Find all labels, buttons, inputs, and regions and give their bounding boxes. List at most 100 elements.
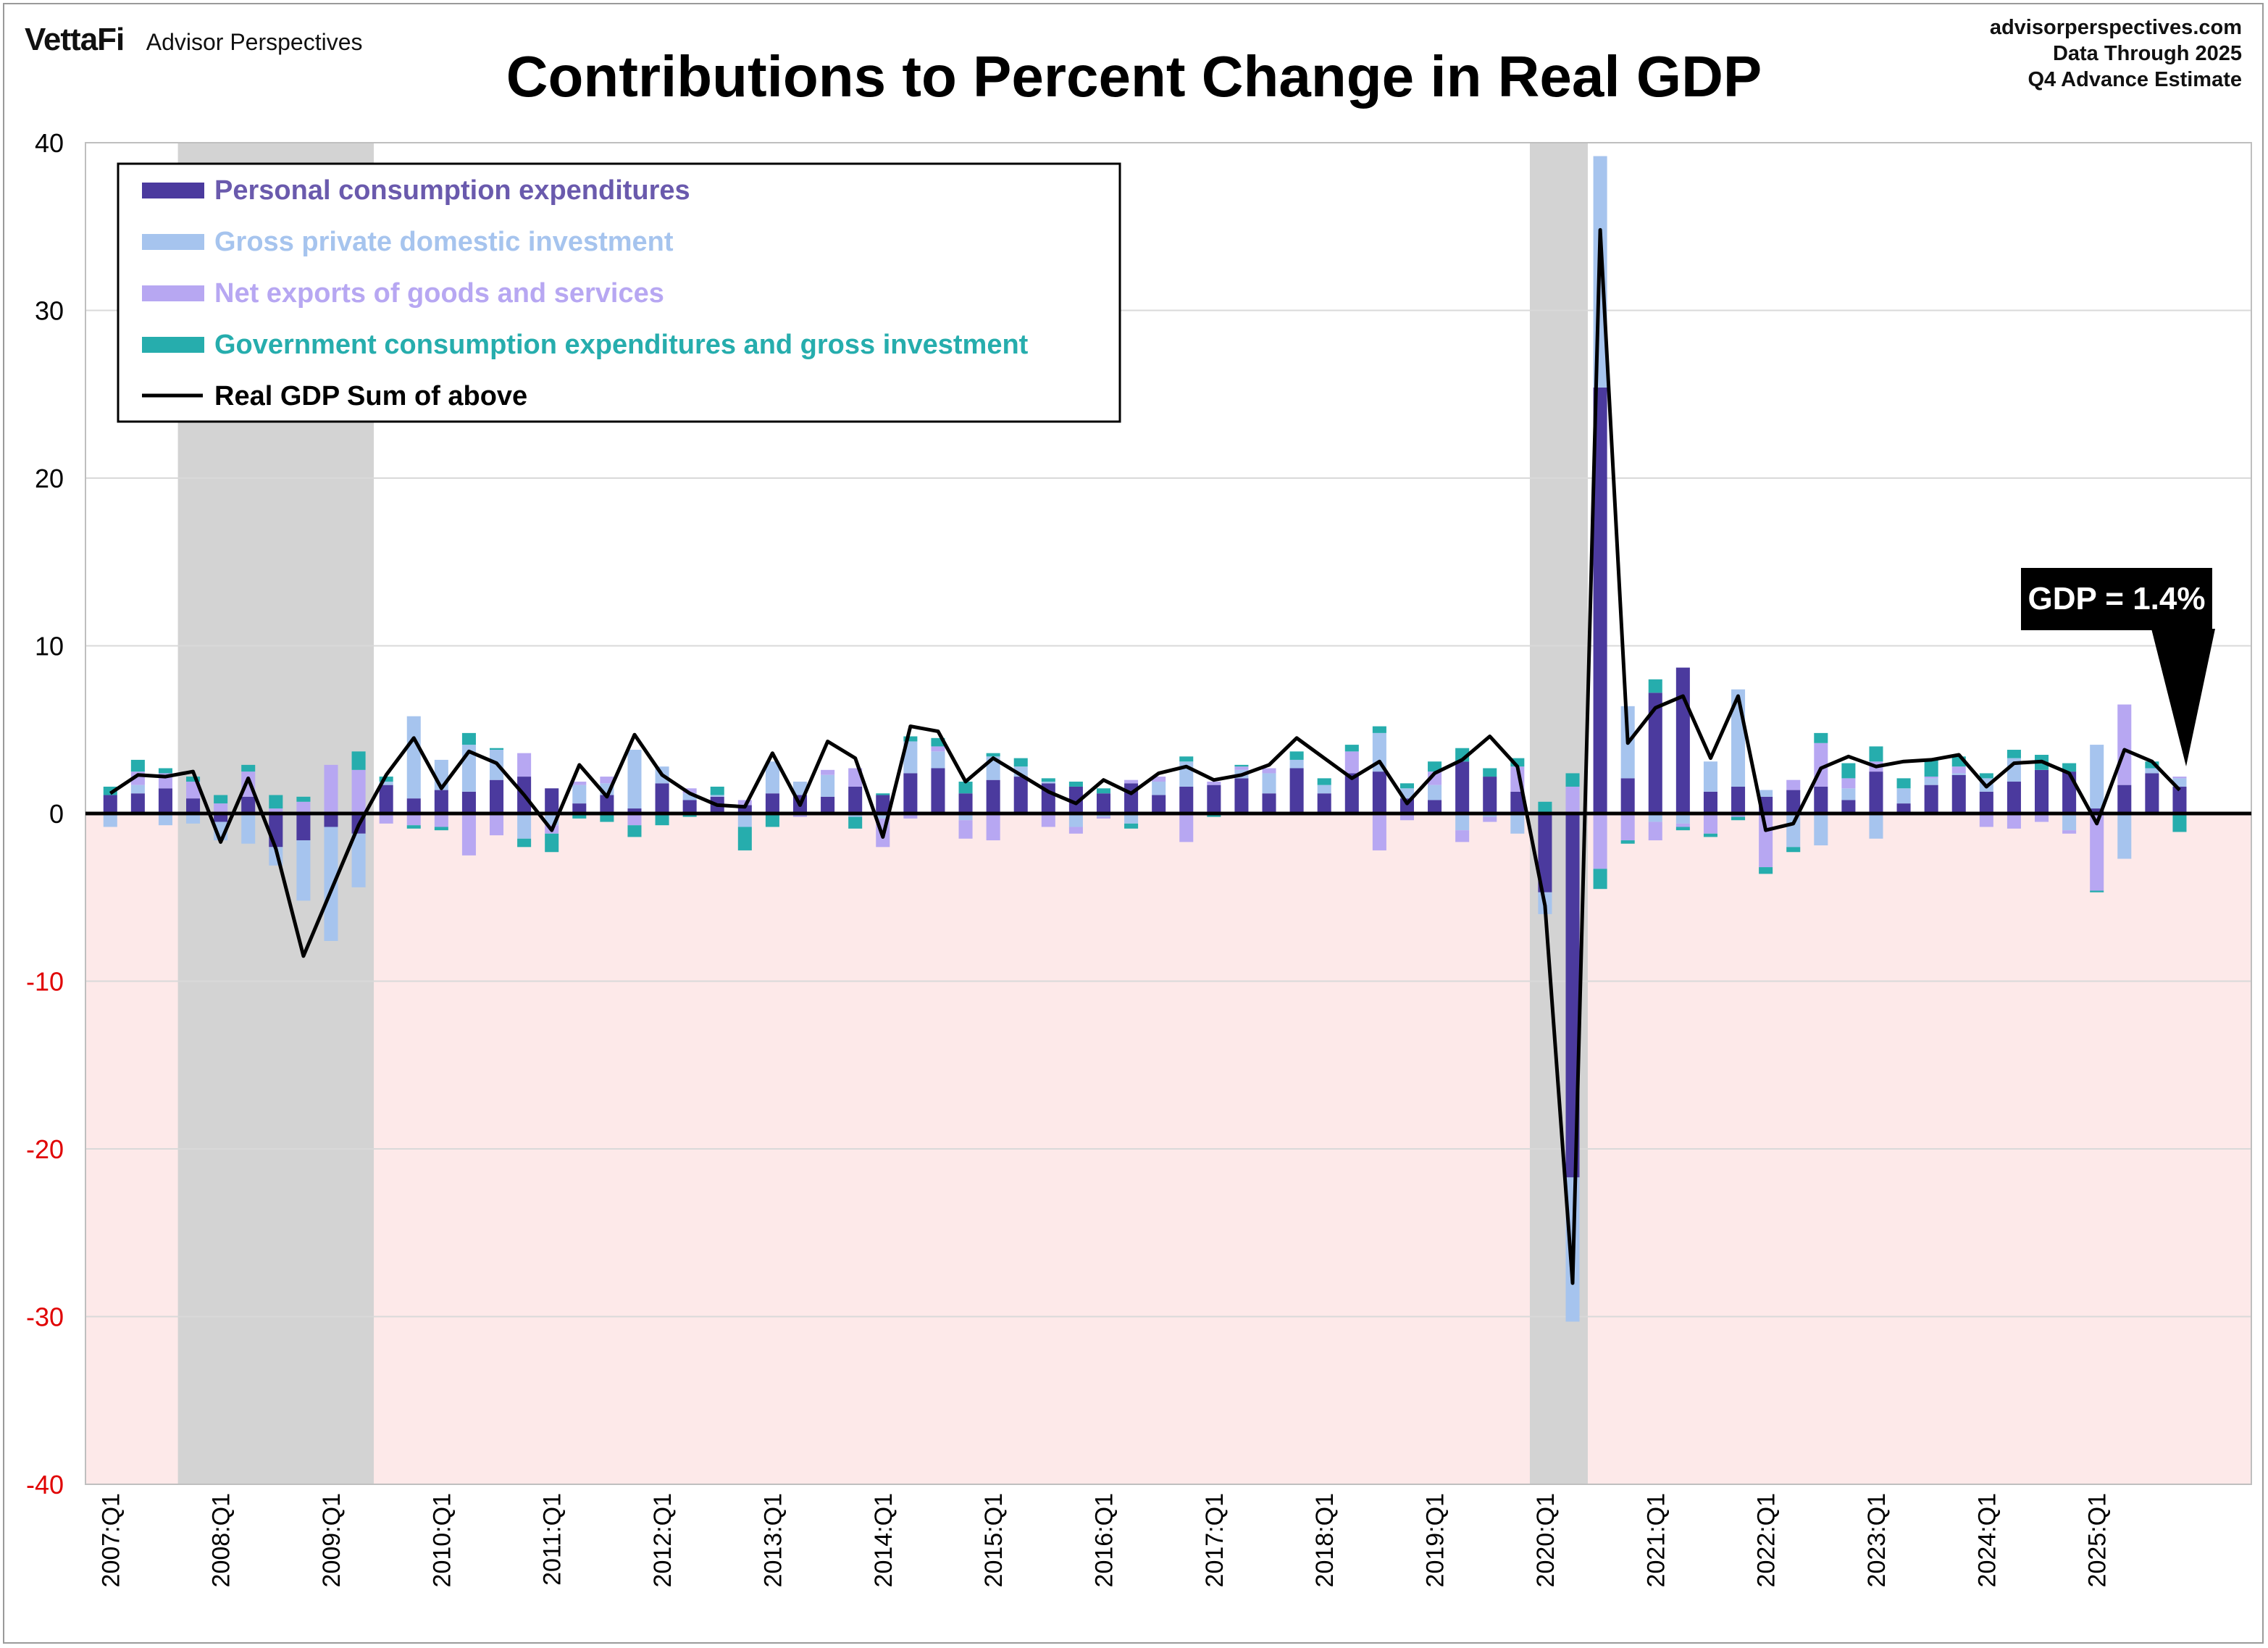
y-tick-label: -20 [26, 1134, 64, 1164]
bar-gpdi [517, 813, 532, 839]
bar-netexp [379, 813, 393, 824]
bar-gov [1510, 758, 1525, 767]
bar-gpdi [1041, 782, 1055, 784]
bar-gpdi [2062, 813, 2077, 831]
x-tick-label: 2021:Q1 [1642, 1493, 1670, 1587]
x-tick-label: 2016:Q1 [1090, 1493, 1118, 1587]
legend-label-netexp: Net exports of goods and services [214, 278, 664, 309]
bar-gpdi [351, 833, 366, 887]
x-tick-label: 2012:Q1 [649, 1493, 677, 1587]
bar-netexp [1124, 779, 1139, 784]
legend-swatch-pce [142, 183, 204, 198]
bar-pce [1207, 785, 1221, 813]
bar-gpdi [737, 813, 752, 827]
bar-pce [682, 800, 697, 813]
bar-netexp [461, 813, 476, 856]
bar-pce [2117, 785, 2132, 813]
bar-gpdi [2172, 778, 2187, 787]
bar-netexp [1041, 813, 1055, 827]
bar-gov [461, 732, 476, 745]
bar-gpdi [186, 813, 201, 824]
bar-pce [2007, 782, 2021, 813]
bar-pce [1538, 813, 1552, 892]
x-tick-label: 2024:Q1 [1973, 1493, 2001, 1587]
bar-netexp [1455, 830, 1470, 842]
gdp-line [109, 227, 2181, 1285]
bar-netexp [351, 769, 366, 813]
bar-netexp [1096, 816, 1111, 819]
bar-gov [1786, 847, 1801, 853]
bar-gov [2090, 890, 2104, 892]
bar-pce [214, 813, 228, 822]
bar-gov [1675, 827, 1690, 831]
bar-gov [1896, 778, 1911, 789]
bar-netexp [1759, 813, 1773, 868]
bar-pce [1703, 791, 1717, 813]
legend-label-line: Real GDP Sum of above [214, 381, 527, 411]
bar-gpdi [682, 793, 697, 800]
bar-pce [379, 785, 393, 813]
y-tick-label: -40 [26, 1470, 64, 1499]
bar-gov [1814, 732, 1828, 743]
bar-pce [1786, 790, 1801, 813]
bar-gov [2145, 761, 2159, 769]
x-tick-label: 2023:Q1 [1863, 1493, 1891, 1587]
bar-pce [2090, 808, 2104, 813]
bar-netexp [1152, 777, 1166, 782]
bar-gpdi [406, 716, 421, 799]
bar-gov [2007, 750, 2021, 758]
brand-name: Advisor Perspectives [146, 29, 363, 55]
bar-gov [1869, 746, 1883, 762]
bar-pce [1372, 771, 1386, 813]
bar-gov [1234, 764, 1249, 767]
bar-pce [324, 813, 338, 827]
bar-pce [490, 779, 504, 813]
x-tick-label: 2011:Q1 [539, 1493, 566, 1586]
bar-gov [379, 777, 393, 782]
bar-netexp [627, 813, 642, 826]
bar-gpdi [627, 750, 642, 809]
bar-pce [848, 786, 863, 813]
bar-gov [1924, 759, 1938, 777]
bar-gov [1041, 778, 1055, 782]
bar-pce [876, 795, 890, 813]
x-tick-label: 2019:Q1 [1422, 1493, 1449, 1587]
bar-netexp [1786, 779, 1801, 790]
bar-gov [986, 753, 1000, 757]
bar-gpdi [1924, 778, 1938, 785]
bar-gov [1428, 761, 1442, 772]
x-tick-label: 2015:Q1 [980, 1493, 1008, 1587]
bar-gov [1620, 840, 1635, 844]
bar-gpdi [1814, 813, 1828, 845]
bar-gov [1538, 801, 1552, 812]
bar-gpdi [903, 741, 918, 774]
bar-pce [434, 790, 448, 813]
bar-gov [158, 768, 172, 774]
bar-netexp [600, 777, 614, 784]
bar-gov [710, 786, 724, 795]
bar-netexp [1675, 823, 1690, 827]
bar-netexp [324, 764, 338, 813]
bar-netexp [2090, 813, 2104, 891]
bar-gpdi [1896, 788, 1911, 804]
source-line-estimate: Q4 Advance Estimate [2028, 68, 2243, 91]
bar-netexp [737, 800, 752, 806]
bar-gov [186, 777, 201, 782]
bar-gov [406, 825, 421, 829]
bar-pce [1620, 778, 1635, 813]
bar-pce [1841, 800, 1856, 813]
bar-pce [821, 796, 835, 813]
gdp-callout: GDP = 1.4% [2021, 568, 2212, 630]
bar-netexp [517, 753, 532, 777]
bar-gov [545, 833, 559, 853]
bar-netexp [931, 746, 945, 752]
bar-netexp [1399, 813, 1414, 821]
bar-pce [600, 795, 614, 813]
bar-gov [1841, 763, 1856, 779]
bar-netexp [2035, 815, 2049, 822]
bar-gov [214, 795, 228, 804]
bar-gpdi [710, 795, 724, 797]
bar-netexp [1344, 751, 1359, 774]
bar-gov [1207, 815, 1221, 817]
bar-gpdi [1648, 813, 1662, 822]
